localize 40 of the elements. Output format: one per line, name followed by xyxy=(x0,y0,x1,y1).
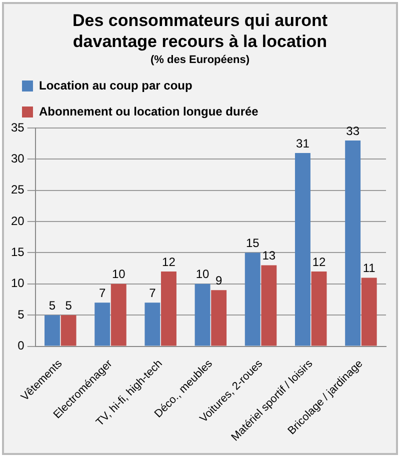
bar xyxy=(244,252,260,346)
y-tick-label: 10 xyxy=(10,276,25,290)
bar xyxy=(144,302,160,346)
data-label: 31 xyxy=(296,136,310,150)
chart-subtitle: (% des Européens) xyxy=(149,54,251,66)
bar xyxy=(261,265,277,346)
data-label: 12 xyxy=(312,254,326,269)
data-label: 12 xyxy=(162,254,176,269)
bar xyxy=(311,271,327,346)
data-label: 33 xyxy=(346,124,360,138)
data-label: 5 xyxy=(65,298,72,312)
bar xyxy=(294,152,310,346)
data-label: 9 xyxy=(215,273,222,288)
bar xyxy=(211,290,227,346)
bar xyxy=(94,302,110,346)
y-tick-label: 30 xyxy=(10,152,25,166)
y-tick-label: 35 xyxy=(10,120,25,134)
y-tick-label: 20 xyxy=(10,214,25,228)
bar xyxy=(60,315,76,346)
y-tick-label: 0 xyxy=(18,338,25,353)
data-label: 10 xyxy=(196,267,210,282)
bar xyxy=(361,278,377,346)
bar xyxy=(160,271,176,346)
data-label: 7 xyxy=(99,286,106,300)
data-label: 5 xyxy=(48,298,56,312)
data-label: 11 xyxy=(362,261,376,276)
y-tick-label: 15 xyxy=(10,245,25,260)
data-label: 13 xyxy=(262,248,276,263)
bar xyxy=(44,315,60,346)
legend-label: Abonnement ou location longue durée xyxy=(39,104,259,118)
bar xyxy=(345,140,361,346)
data-label: 10 xyxy=(112,267,126,282)
bar xyxy=(194,284,210,346)
chart-title: Des consommateurs qui auront davantage recours à la location xyxy=(71,10,329,52)
data-label: 7 xyxy=(149,286,156,300)
legend-label: Location au coup par coup xyxy=(39,78,192,92)
data-label: 15 xyxy=(246,236,260,250)
bar xyxy=(110,284,126,346)
y-tick-label: 25 xyxy=(10,182,25,197)
y-tick-label: 5 xyxy=(18,307,25,322)
